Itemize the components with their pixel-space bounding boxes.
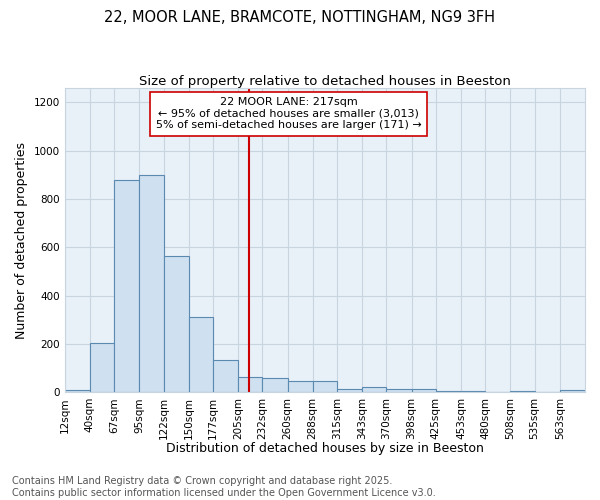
Bar: [436, 391, 461, 392]
Bar: [560, 390, 585, 392]
Bar: [262, 378, 287, 392]
Bar: [511, 391, 535, 392]
Title: Size of property relative to detached houses in Beeston: Size of property relative to detached ho…: [139, 75, 511, 88]
Bar: [362, 388, 386, 392]
Bar: [139, 175, 164, 392]
Bar: [65, 390, 90, 392]
X-axis label: Distribution of detached houses by size in Beeston: Distribution of detached houses by size …: [166, 442, 484, 455]
Bar: [213, 360, 238, 392]
Text: 22 MOOR LANE: 217sqm
← 95% of detached houses are smaller (3,013)
5% of semi-det: 22 MOOR LANE: 217sqm ← 95% of detached h…: [155, 97, 421, 130]
Bar: [114, 180, 139, 392]
Y-axis label: Number of detached properties: Number of detached properties: [15, 142, 28, 338]
Bar: [164, 256, 188, 392]
Text: Contains HM Land Registry data © Crown copyright and database right 2025.
Contai: Contains HM Land Registry data © Crown c…: [12, 476, 436, 498]
Bar: [412, 388, 436, 392]
Bar: [238, 376, 262, 392]
Bar: [461, 391, 485, 392]
Bar: [313, 382, 337, 392]
Bar: [287, 382, 313, 392]
Bar: [386, 388, 412, 392]
Text: 22, MOOR LANE, BRAMCOTE, NOTTINGHAM, NG9 3FH: 22, MOOR LANE, BRAMCOTE, NOTTINGHAM, NG9…: [104, 10, 496, 25]
Bar: [188, 318, 213, 392]
Bar: [90, 342, 114, 392]
Bar: [337, 388, 362, 392]
